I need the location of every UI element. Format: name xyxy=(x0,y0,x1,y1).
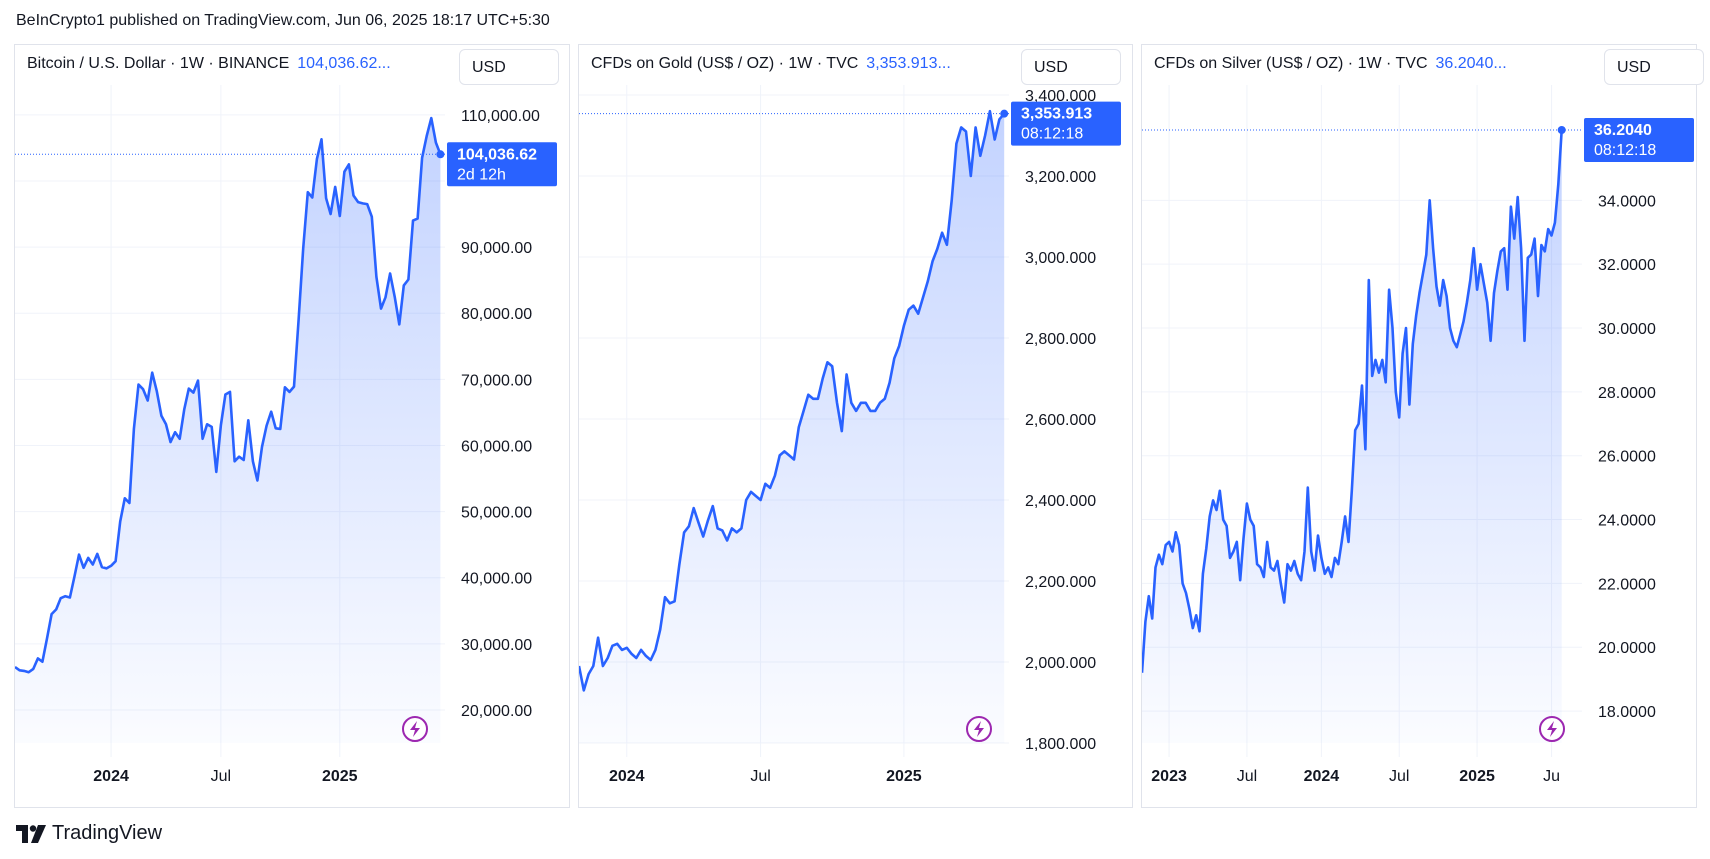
x-tick-label: Jul xyxy=(750,768,770,785)
x-tick-label: 2024 xyxy=(609,768,645,785)
lightning-icon xyxy=(966,716,992,742)
y-tick-label: 20.0000 xyxy=(1598,640,1656,657)
price-label-box xyxy=(1584,117,1694,162)
y-tick-label: 22.0000 xyxy=(1598,576,1656,593)
y-tick-label: 110,000.00 xyxy=(461,108,540,125)
x-tick-label: 2024 xyxy=(93,768,129,785)
countdown-label: 08:12:18 xyxy=(1594,142,1656,159)
chart-silver: 18.0000 20.0000 22.0000 24.0000 26.0000 28.00… xyxy=(1142,85,1694,785)
x-tick-label: 2024 xyxy=(1304,768,1340,785)
lightning-icon xyxy=(1539,716,1565,742)
y-tick-label: 28.0000 xyxy=(1598,385,1656,402)
tradingview-logo-icon xyxy=(16,824,46,843)
y-tick-label: 26.0000 xyxy=(1598,449,1656,466)
x-tick-label: Jul xyxy=(1237,768,1257,785)
last-price-dot xyxy=(1557,125,1566,134)
last-price-dot xyxy=(1000,109,1009,118)
last-price: 3,353.913... xyxy=(866,55,951,72)
series-line xyxy=(15,116,442,674)
price-label: 104,036.62 xyxy=(457,146,537,163)
y-tick-label: 40,000.00 xyxy=(461,571,532,588)
y-tick-label: 90,000.00 xyxy=(461,240,532,257)
last-price-dot xyxy=(436,150,445,159)
x-tick-label: Jul xyxy=(1389,768,1409,785)
y-tick-label: 70,000.00 xyxy=(461,372,532,389)
x-tick-label: Ju xyxy=(1543,768,1560,785)
y-tick-label: 2,400.000 xyxy=(1025,493,1096,510)
x-tick-label: 2023 xyxy=(1151,768,1187,785)
y-tick-label: 80,000.00 xyxy=(461,306,532,323)
panel-title: CFDs on Gold (US$ / OZ) · 1W · TVC 3,353.… xyxy=(591,55,951,73)
y-tick-label: 3,000.000 xyxy=(1025,250,1096,267)
countdown-label: 2d 12h xyxy=(457,166,506,183)
y-tick-label: 3,400.000 xyxy=(1025,88,1096,105)
x-tick-label: 2025 xyxy=(886,768,922,785)
panel-title: Bitcoin / U.S. Dollar · 1W · BINANCE 104,… xyxy=(27,55,391,73)
price-label: 3,353.913 xyxy=(1021,106,1092,123)
y-tick-label: 1,800.000 xyxy=(1025,736,1096,753)
panel-bitcoin: Bitcoin / U.S. Dollar · 1W · BINANCE 104,… xyxy=(14,44,570,808)
y-tick-label: 60,000.00 xyxy=(461,438,532,455)
y-tick-label: 2,200.000 xyxy=(1025,574,1096,591)
tradingview-brand[interactable]: TradingView xyxy=(16,822,162,845)
panel-silver: CFDs on Silver (US$ / OZ) · 1W · TVC 36.2… xyxy=(1141,44,1704,808)
x-tick-label: Jul xyxy=(211,768,231,785)
publisher-caption: BeInCrypto1 published on TradingView.com… xyxy=(16,12,550,29)
series-area xyxy=(15,118,441,744)
series-line xyxy=(1142,129,1563,673)
currency-button[interactable]: USD xyxy=(1021,49,1121,85)
price-label-box xyxy=(1011,101,1121,146)
last-price: 104,036.62... xyxy=(297,55,391,72)
brand-name: TradingView xyxy=(52,822,163,844)
chart-title: Bitcoin / U.S. Dollar · 1W · BINANCE xyxy=(27,55,290,72)
x-tick-label: 2025 xyxy=(322,768,358,785)
y-tick-label: 30,000.00 xyxy=(461,637,532,654)
y-tick-label: 24.0000 xyxy=(1598,513,1656,530)
panel-gold: CFDs on Gold (US$ / OZ) · 1W · TVC 3,353.… xyxy=(578,44,1133,808)
currency-button[interactable]: USD xyxy=(459,49,559,85)
chart-title: CFDs on Gold (US$ / OZ) · 1W · TVC xyxy=(591,55,859,72)
panel-title: CFDs on Silver (US$ / OZ) · 1W · TVC 36.2… xyxy=(1154,55,1507,73)
x-tick-label: 2025 xyxy=(1459,768,1495,785)
y-tick-label: 2,000.000 xyxy=(1025,655,1096,672)
chart-title: CFDs on Silver (US$ / OZ) · 1W · TVC xyxy=(1154,55,1428,72)
y-tick-label: 30.0000 xyxy=(1598,321,1656,338)
chart-gold: 1,800.000 2,000.000 2,200.000 2,400.000 2,60… xyxy=(579,85,1121,785)
y-tick-label: 18.0000 xyxy=(1598,704,1656,721)
chart-bitcoin: 20,000.00 30,000.00 40,000.00 50,000.00 60,0… xyxy=(15,85,557,785)
last-price: 36.2040... xyxy=(1435,55,1507,72)
y-tick-label: 3,200.000 xyxy=(1025,169,1096,186)
price-label-box xyxy=(447,142,557,187)
currency-button[interactable]: USD xyxy=(1604,49,1704,85)
y-tick-label: 20,000.00 xyxy=(461,703,532,720)
series-line xyxy=(579,109,1006,692)
series-area xyxy=(579,111,1005,743)
y-tick-label: 32.0000 xyxy=(1598,257,1656,274)
countdown-label: 08:12:18 xyxy=(1021,126,1083,143)
series-area xyxy=(1142,130,1562,743)
lightning-icon xyxy=(402,716,428,742)
y-tick-label: 2,600.000 xyxy=(1025,412,1096,429)
y-tick-label: 34.0000 xyxy=(1598,193,1656,210)
price-label: 36.2040 xyxy=(1594,122,1652,139)
y-tick-label: 2,800.000 xyxy=(1025,331,1096,348)
y-tick-label: 50,000.00 xyxy=(461,505,532,522)
